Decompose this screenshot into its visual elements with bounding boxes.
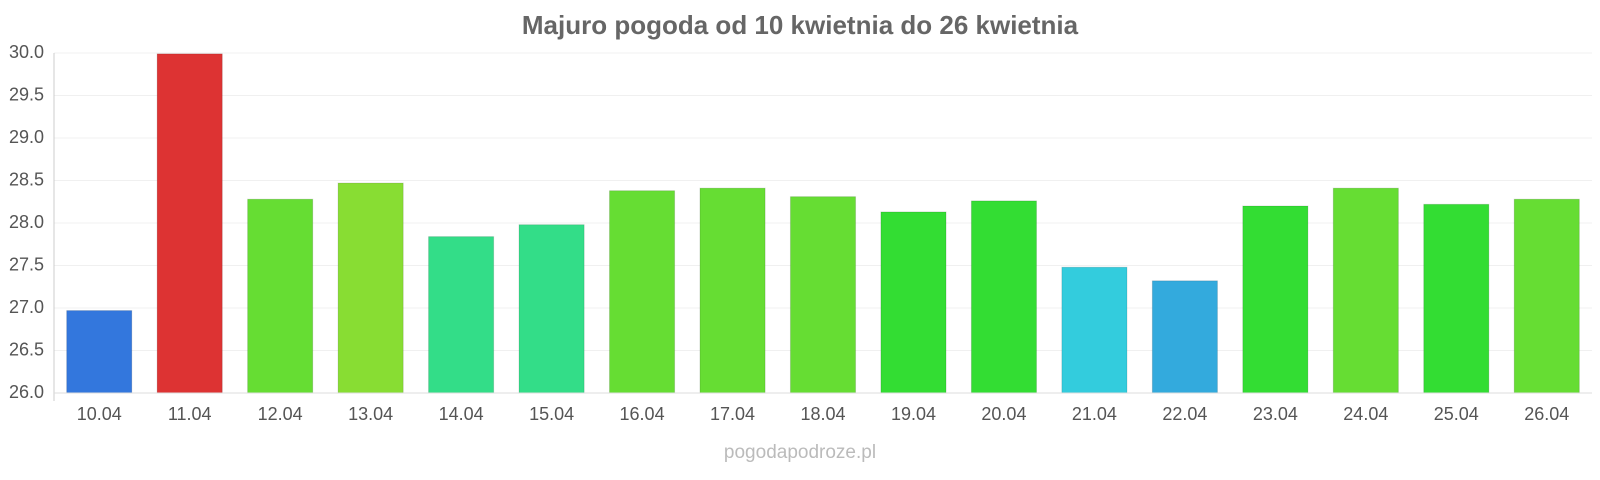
- y-tick-label: 28.5: [9, 169, 44, 189]
- y-tick-label: 27.5: [9, 254, 44, 274]
- x-tick-label: 17.04: [710, 404, 755, 424]
- x-tick-label: 18.04: [800, 404, 845, 424]
- bar: [428, 236, 495, 394]
- bar: [1332, 187, 1399, 394]
- bar: [880, 211, 947, 394]
- y-tick-label: 28.0: [9, 212, 44, 232]
- bar: [156, 53, 223, 394]
- x-tick-label: 24.04: [1343, 404, 1388, 424]
- y-tick-label: 26.5: [9, 339, 44, 359]
- bar: [1513, 198, 1580, 394]
- x-tick-label: 13.04: [348, 404, 393, 424]
- credit: pogodapodroze.pl: [724, 442, 876, 463]
- x-tick-label: 25.04: [1434, 404, 1479, 424]
- bar: [608, 190, 676, 394]
- bar: [518, 224, 585, 394]
- bar: [1242, 205, 1309, 394]
- x-tick-label: 20.04: [981, 404, 1026, 424]
- x-tick-label: 22.04: [1162, 404, 1207, 424]
- x-tick-label: 21.04: [1072, 404, 1117, 424]
- x-tick-label: 16.04: [620, 404, 665, 424]
- x-tick-label: 26.04: [1524, 404, 1569, 424]
- y-tick-label: 30.0: [9, 42, 44, 62]
- bar: [1151, 280, 1218, 394]
- x-tick-label: 15.04: [529, 404, 574, 424]
- y-tick-label: 29.0: [9, 127, 44, 147]
- x-tick-label: 10.04: [77, 404, 122, 424]
- y-tick-label: 26.0: [9, 382, 44, 402]
- x-tick-label: 11.04: [168, 404, 212, 424]
- x-tick-label: 23.04: [1253, 404, 1298, 424]
- bar: [789, 196, 857, 394]
- bar: [970, 200, 1038, 394]
- bar: [699, 187, 766, 394]
- bar: [247, 198, 314, 394]
- chart-title: Majuro pogoda od 10 kwietnia do 26 kwiet…: [522, 10, 1079, 40]
- x-tick-label: 14.04: [439, 404, 484, 424]
- bar: [337, 182, 404, 394]
- x-tick-label: 12.04: [258, 404, 303, 424]
- bar: [66, 310, 133, 394]
- x-tick-label: 19.04: [891, 404, 936, 424]
- y-tick-label: 29.5: [9, 84, 44, 104]
- bar: [1061, 266, 1128, 394]
- bar: [1423, 203, 1490, 394]
- y-tick-label: 27.0: [9, 297, 44, 317]
